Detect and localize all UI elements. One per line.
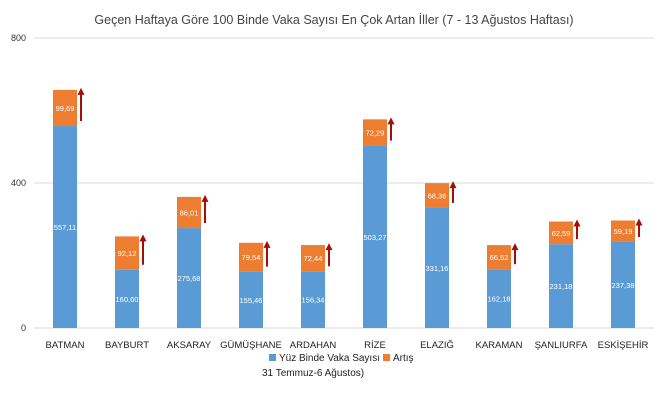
increase-arrow-head [201, 194, 209, 202]
bar-increase [53, 89, 77, 127]
data-label-increase: 99,69 [56, 104, 75, 113]
data-label-cases: 275,68 [178, 274, 201, 283]
chart-title: Geçen Haftaya Göre 100 Binde Vaka Sayısı… [94, 13, 573, 27]
data-label-cases: 237,38 [612, 281, 635, 290]
increase-arrow-head [511, 243, 519, 251]
data-label-cases: 503,27 [364, 233, 387, 242]
category-label: BATMAN [46, 340, 85, 351]
bar-cases [611, 241, 635, 328]
category-label: RİZE [364, 340, 386, 351]
data-label-increase: 79,54 [242, 253, 261, 262]
data-label-increase: 86,01 [180, 208, 199, 217]
legend-label-cases-period: 31 Temmuz-6 Ağustos) [262, 368, 364, 379]
category-label: GÜMÜŞHANE [220, 340, 282, 351]
bar-cases [549, 244, 573, 328]
legend: Yüz Binde Vaka Sayısı 31 Temmuz-6 Ağusto… [262, 353, 414, 379]
increase-arrow-head [325, 243, 333, 251]
increase-arrows [77, 87, 643, 267]
data-label-cases: 155,46 [240, 296, 263, 305]
increase-arrow-head [387, 117, 395, 125]
category-label: AKSARAY [167, 340, 212, 351]
increase-arrow-head [139, 234, 147, 242]
increase-arrow-head [635, 218, 643, 226]
bar-increase [177, 196, 201, 229]
bar-increase [363, 119, 387, 146]
category-label: ŞANLIURFA [535, 340, 588, 351]
y-tick-label: 400 [11, 178, 26, 188]
data-label-cases: 162,18 [488, 295, 511, 304]
bar-cases [239, 271, 263, 328]
data-label-cases: 557,11 [54, 223, 76, 232]
bar-increase [115, 236, 139, 270]
increase-arrow-head [449, 181, 457, 189]
data-label-increase: 62,59 [552, 229, 571, 238]
data-label-increase: 72,44 [304, 254, 323, 263]
data-label-cases: 156,34 [302, 296, 325, 305]
data-label-cases: 160,60 [116, 295, 139, 304]
category-label: ARDAHAN [290, 340, 337, 351]
bar-cases [363, 145, 387, 328]
data-label-increase: 59,19 [614, 227, 633, 236]
category-label: KARAMAN [476, 340, 523, 351]
data-label-cases: 331,16 [426, 264, 449, 273]
data-label-cases: 231,18 [550, 282, 573, 291]
bar-cases [487, 269, 511, 328]
bar-cases [115, 269, 139, 328]
legend-label-cases: Yüz Binde Vaka Sayısı [279, 353, 380, 364]
bars: 557,11 99,69 160,60 92,12 275,68 86,01 155,46 7… [53, 89, 635, 328]
bar-increase [549, 221, 573, 245]
y-tick-label: 0 [21, 323, 26, 333]
legend-swatch-cases [269, 354, 276, 361]
category-label: BAYBURT [105, 340, 149, 351]
legend-swatch-increase [383, 354, 390, 361]
increase-arrow-head [573, 219, 581, 227]
category-label: ELAZIĞ [420, 340, 454, 351]
increase-arrow-head [263, 240, 271, 248]
bar-increase [611, 220, 635, 242]
data-label-increase: 66,52 [490, 253, 509, 262]
bar-cases [53, 126, 77, 328]
data-label-increase: 92,12 [118, 249, 137, 258]
bar-increase [239, 242, 263, 272]
data-label-increase: 72,29 [366, 128, 385, 137]
x-axis-labels: BATMAN BAYBURT AKSARAY GÜMÜŞHANE ARDAHAN RİZE… [46, 340, 649, 351]
bar-increase [487, 245, 511, 270]
bar-increase [425, 183, 449, 208]
category-label: ESKİŞEHİR [598, 340, 649, 351]
legend-label-increase: Artış [393, 353, 414, 364]
data-label-increase: 68,36 [428, 192, 447, 201]
y-axis-ticks: 0 400 800 [11, 33, 26, 333]
bar-cases [425, 207, 449, 328]
bar-cases [301, 271, 325, 328]
bar-increase [301, 245, 325, 272]
increase-arrow-head [77, 87, 85, 95]
y-tick-label: 800 [11, 33, 26, 43]
bar-cases [177, 228, 201, 328]
